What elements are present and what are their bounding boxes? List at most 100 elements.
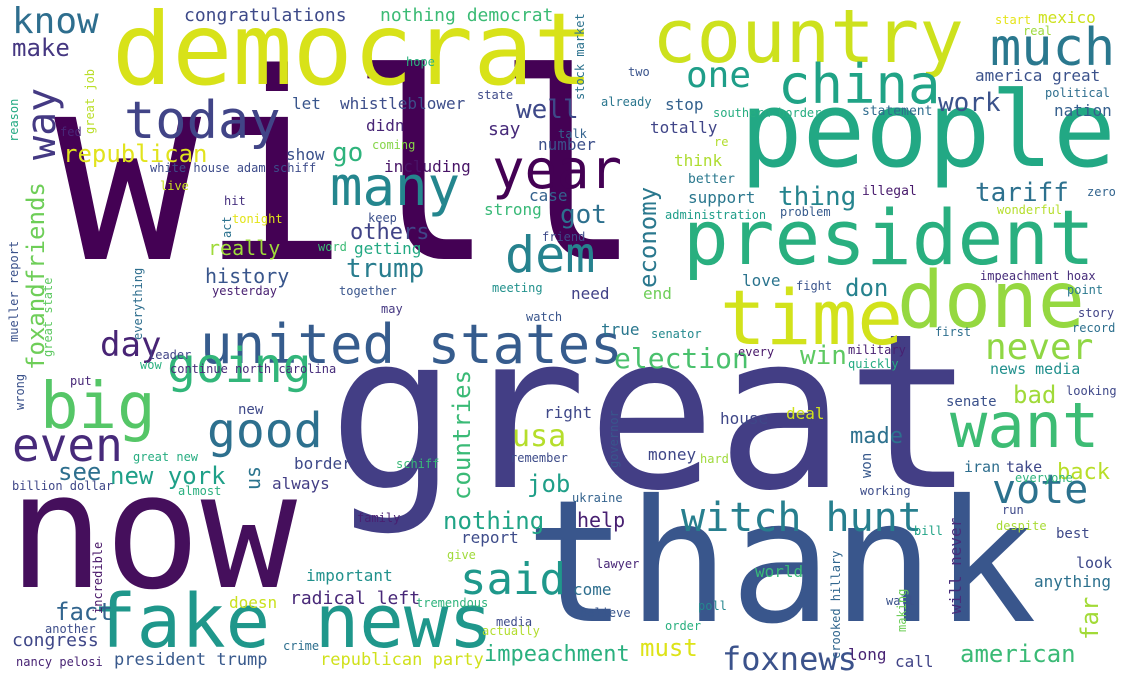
word: people (740, 69, 1116, 191)
word: senator (651, 327, 702, 341)
word: may (381, 302, 403, 316)
word: really (208, 236, 281, 260)
word: ukraine (572, 491, 623, 505)
word: order (665, 619, 702, 633)
word: job (527, 470, 571, 498)
word: leader (148, 348, 192, 362)
word: year (492, 138, 623, 201)
word: important (306, 566, 393, 585)
word: hard (700, 452, 729, 466)
word: media (496, 615, 533, 629)
word: coming (372, 138, 416, 152)
word: crime (283, 639, 320, 653)
word: first (935, 325, 972, 339)
word: foxnews (722, 640, 857, 678)
word: want (950, 389, 1100, 462)
word: congratulations (184, 5, 347, 26)
word: think (674, 151, 723, 170)
word: fake news (92, 579, 493, 665)
word: economy (634, 186, 662, 288)
word: making (895, 588, 909, 632)
word: even (12, 418, 123, 472)
word: will never (946, 517, 965, 614)
word: president trump (114, 650, 268, 670)
word: need (571, 284, 610, 303)
word: two (628, 65, 650, 79)
word: bad (1013, 381, 1057, 409)
word: president (683, 193, 1095, 282)
word: america great (975, 66, 1101, 85)
word: everyone (1015, 471, 1073, 485)
word: end (643, 284, 672, 303)
word: better (688, 172, 735, 187)
word: schiff (396, 457, 440, 471)
word: united states (200, 313, 623, 376)
word: start (995, 13, 1032, 27)
word: record (1072, 321, 1116, 335)
word: usa (512, 419, 567, 454)
word: yesterday (212, 284, 278, 298)
word: every (738, 345, 775, 359)
word: doesn (229, 593, 278, 612)
word: back (1057, 460, 1110, 485)
word: don (845, 274, 889, 302)
word: stock market (573, 13, 587, 100)
word: others (350, 220, 430, 245)
word: governor (607, 410, 621, 468)
word: nothing democrat (380, 5, 554, 26)
word: great new (133, 450, 199, 464)
word: almost (178, 484, 222, 498)
word: make (12, 34, 70, 62)
word: new york (110, 462, 226, 490)
word: wonderful (997, 203, 1063, 217)
word: didn (366, 116, 405, 135)
word: history (205, 264, 290, 288)
word: meeting (492, 281, 543, 295)
word: tariff (975, 178, 1069, 208)
word: american (960, 640, 1076, 668)
word: poll (698, 599, 727, 613)
word: show (286, 145, 325, 164)
word: wall (886, 594, 915, 608)
word: southern border (713, 106, 822, 120)
word: far (1076, 596, 1104, 640)
word: world (755, 562, 804, 581)
word: white house adam schiff (150, 161, 317, 175)
word: crooked hillary (829, 550, 843, 659)
word: congress (12, 630, 99, 651)
word: see (58, 458, 102, 486)
word: military (848, 343, 906, 357)
word: best (1056, 526, 1090, 542)
word: senate (946, 394, 997, 410)
word: well (516, 95, 579, 125)
word: work (938, 88, 1001, 118)
word: dem (505, 226, 596, 284)
word: problem (780, 205, 831, 219)
word: won (859, 452, 875, 478)
word: billion dollar (12, 479, 114, 493)
word: looking (1066, 384, 1117, 398)
word: radical left (290, 588, 421, 609)
word: right (544, 403, 593, 422)
word: strong (484, 200, 542, 219)
word: getting (354, 239, 422, 258)
word: administration (665, 208, 767, 222)
word: democrat (112, 0, 594, 108)
word: take (1006, 458, 1043, 476)
word: whistleblower (340, 94, 466, 113)
word: going (167, 338, 312, 394)
word: run (1002, 503, 1024, 517)
word: said (460, 554, 566, 605)
word: come (573, 580, 612, 599)
word: impeachment (484, 642, 630, 667)
word: case (529, 186, 568, 205)
word: time (720, 273, 904, 362)
word: say (488, 119, 521, 140)
word: statement (862, 104, 933, 119)
word: trump (346, 254, 425, 284)
word: mueller report (7, 240, 21, 342)
word: much (990, 18, 1116, 78)
word: many (330, 155, 461, 218)
word: must (640, 634, 698, 662)
